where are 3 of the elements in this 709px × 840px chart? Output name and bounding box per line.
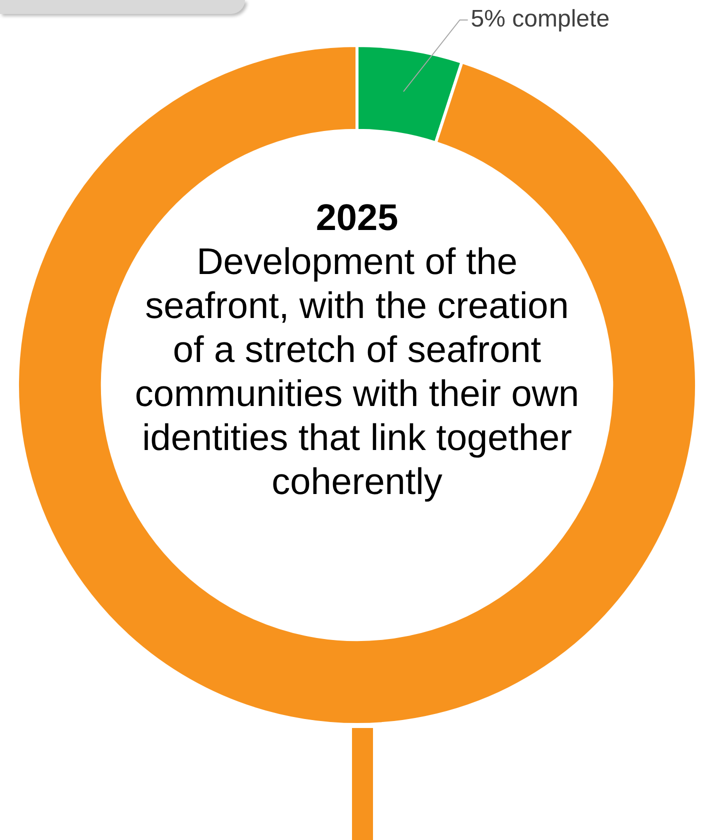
text: 2025 — [314, 196, 400, 240]
data-label: 5% complete — [470, 6, 610, 33]
text: Development of the seafront, with the creation of a stretch of seafront communities with their own identities that link together coherently — [134, 240, 580, 504]
